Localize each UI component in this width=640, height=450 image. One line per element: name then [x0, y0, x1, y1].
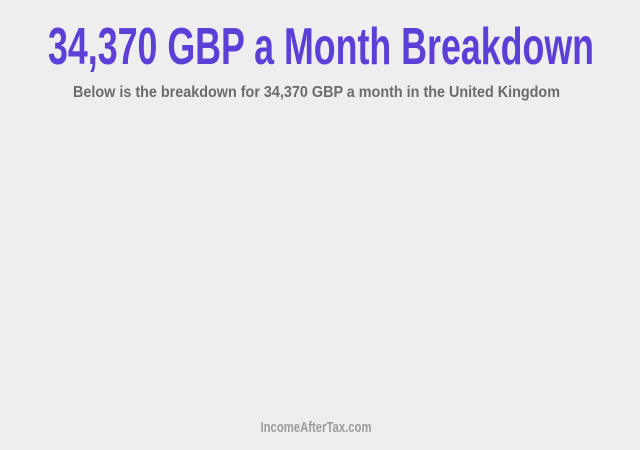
svg-text:IncomeAfterTax.com: IncomeAfterTax.com: [261, 420, 372, 436]
svg-text:34,370 GBP a Month Breakdown: 34,370 GBP a Month Breakdown: [48, 18, 594, 76]
svg-text:Below is the breakdown for 34,: Below is the breakdown for 34,370 GBP a …: [73, 84, 560, 101]
